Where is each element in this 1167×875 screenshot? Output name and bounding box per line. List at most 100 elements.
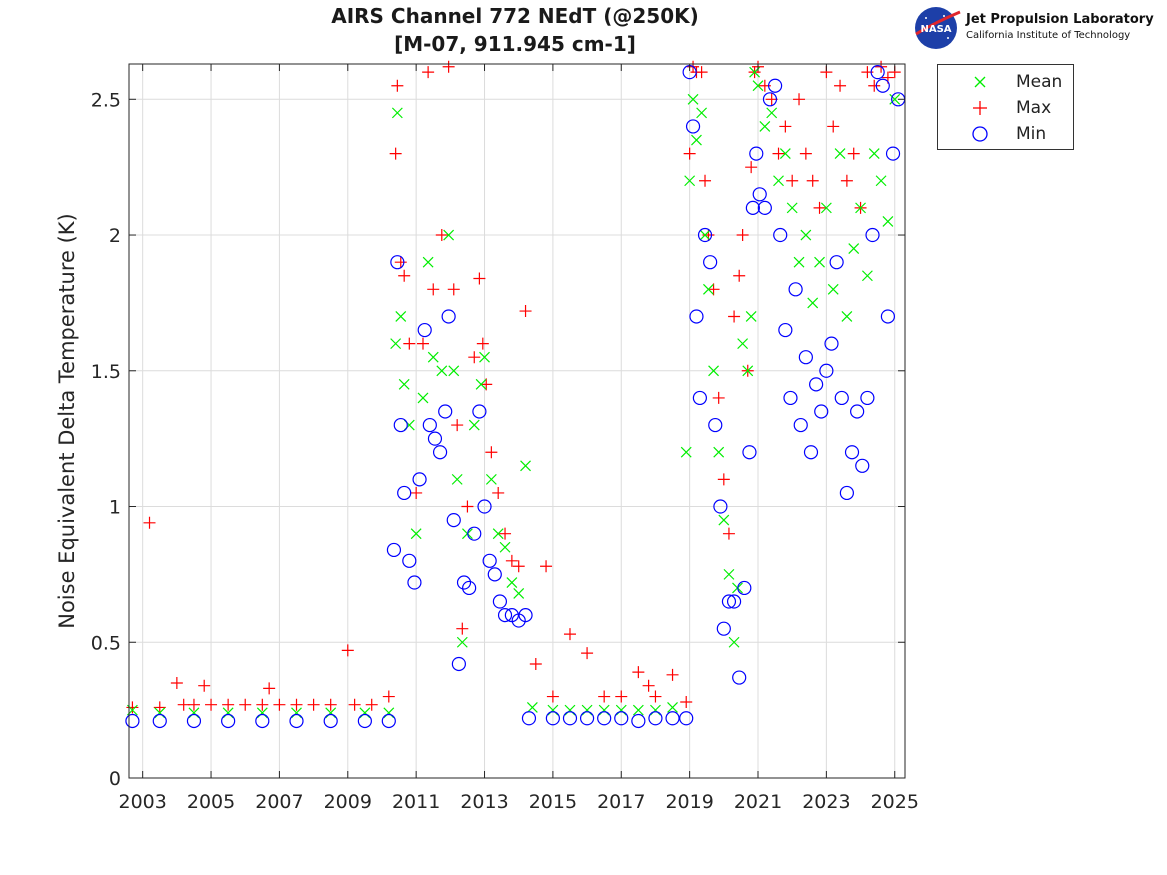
data-point-min — [397, 485, 412, 501]
data-point-max — [649, 690, 662, 703]
data-point-mean — [786, 202, 798, 214]
data-point-mean — [728, 636, 740, 648]
legend-item-mean: Mean — [938, 69, 1075, 95]
data-point-max — [382, 690, 395, 703]
data-point-max — [598, 690, 611, 703]
data-point-mean — [451, 473, 463, 485]
data-point-mean — [820, 202, 832, 214]
data-point-mean — [773, 175, 784, 187]
data-point-max — [473, 272, 486, 285]
data-point-min — [390, 255, 405, 270]
data-point-max — [712, 391, 725, 404]
data-point-mean — [713, 446, 725, 458]
data-point-min — [482, 553, 497, 568]
legend-item-min: Min — [938, 121, 1075, 147]
data-point-mean — [680, 446, 692, 458]
data-point-max — [290, 698, 303, 711]
data-point-mean — [793, 256, 805, 268]
data-point-mean — [492, 528, 504, 540]
data-point-max — [840, 174, 853, 187]
data-point-max — [198, 679, 211, 692]
data-point-min — [749, 146, 764, 161]
data-point-mean — [410, 528, 422, 540]
caltech-name: California Institute of Technology — [966, 30, 1131, 41]
nasa-meatball-icon: NASA — [915, 7, 961, 49]
data-point-max — [468, 351, 481, 364]
data-point-mean — [745, 311, 757, 322]
data-point-min — [685, 119, 701, 134]
data-point-min — [381, 713, 396, 729]
data-point-min — [477, 499, 492, 514]
data-point-mean — [875, 175, 887, 187]
x-tick-label: 2019 — [665, 791, 713, 813]
data-point-max — [868, 79, 881, 92]
data-point-min — [692, 390, 707, 406]
data-point-min — [752, 187, 767, 202]
data-point-max — [546, 690, 559, 703]
legend-label-min: Min — [1016, 124, 1047, 144]
data-point-max — [442, 60, 455, 73]
data-point-max — [834, 79, 847, 92]
data-point-max — [512, 560, 525, 573]
data-point-min — [767, 78, 783, 93]
data-point-min — [839, 485, 854, 501]
data-point-min — [829, 255, 844, 270]
data-point-min — [865, 227, 880, 243]
data-point-mean — [468, 419, 480, 431]
data-point-max — [680, 695, 693, 708]
data-point-max — [324, 698, 337, 711]
data-point-min — [814, 404, 829, 419]
data-point-max — [256, 698, 269, 711]
data-point-min — [487, 567, 502, 582]
data-point-min — [819, 363, 834, 378]
y-tick-label: 1 — [109, 497, 121, 519]
jpl-logo: NASA Jet Propulsion Laboratory Californi… — [912, 4, 1162, 52]
data-point-min — [545, 711, 560, 726]
data-point-max — [143, 516, 156, 529]
data-point-max — [499, 527, 512, 540]
data-point-max — [728, 310, 741, 323]
data-point-max — [733, 269, 746, 282]
data-point-max — [348, 698, 361, 711]
data-point-min — [427, 431, 443, 446]
data-point-min — [579, 711, 595, 726]
data-point-mean — [703, 283, 714, 295]
data-point-mean — [448, 365, 460, 377]
data-point-mean — [841, 311, 853, 322]
data-point-min — [422, 417, 437, 433]
data-point-max — [485, 446, 498, 459]
series-layer — [125, 60, 906, 729]
data-point-min — [357, 713, 372, 729]
data-point-max — [341, 644, 354, 657]
data-point-min — [762, 92, 778, 107]
chart-legend: Mean Max Min — [937, 64, 1074, 150]
data-point-min — [834, 390, 849, 406]
data-point-max — [722, 527, 735, 540]
jpl-name: Jet Propulsion Laboratory — [966, 12, 1154, 27]
data-point-max — [505, 554, 518, 567]
data-point-max — [666, 668, 679, 681]
data-point-mean — [718, 514, 730, 526]
data-point-min — [289, 713, 304, 729]
data-point-mean — [742, 365, 754, 377]
data-point-mean — [520, 460, 531, 472]
data-point-mean — [800, 229, 812, 241]
data-point-mean — [256, 707, 268, 719]
data-point-max — [695, 66, 708, 79]
data-point-max — [699, 174, 712, 187]
circle-marker-icon — [972, 126, 988, 142]
data-point-max — [799, 147, 812, 160]
chart-title-line1: AIRS Channel 772 NEdT (@250K) — [331, 4, 699, 28]
data-point-min — [745, 200, 760, 215]
data-point-mean — [154, 707, 166, 719]
data-point-max — [765, 93, 778, 106]
data-point-min — [412, 472, 427, 487]
data-point-max — [736, 229, 749, 242]
data-point-min — [462, 580, 477, 596]
data-point-mean — [699, 229, 711, 241]
data-point-mean — [848, 243, 860, 255]
data-point-mean — [475, 378, 487, 390]
data-point-min — [407, 575, 422, 590]
data-point-mean — [436, 365, 448, 377]
data-point-max — [632, 666, 645, 679]
